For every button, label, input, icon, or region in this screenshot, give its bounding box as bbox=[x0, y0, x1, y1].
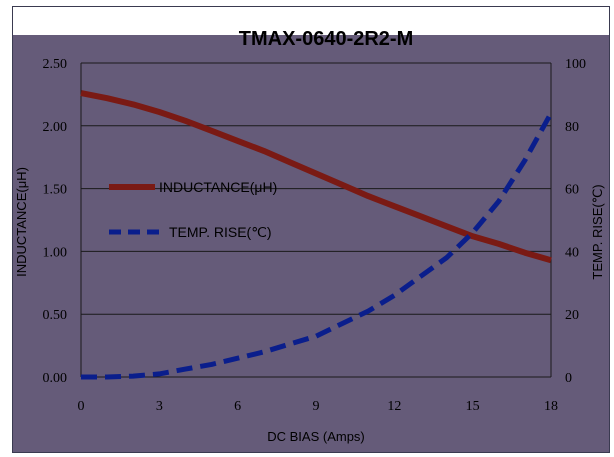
legend-label-temp-rise: TEMP. RISE(℃) bbox=[169, 224, 272, 240]
x-axis-title: DC BIAS (Amps) bbox=[267, 429, 365, 444]
series-layer bbox=[80, 90, 554, 380]
y-tick-label-5: 2.50 bbox=[43, 57, 68, 72]
y2-axis-title: TEMP. RISE(℃) bbox=[590, 184, 605, 279]
y-tick-label-4: 2.00 bbox=[43, 120, 68, 135]
y-tick-label-3: 1.50 bbox=[43, 183, 68, 198]
x-tick-label-5: 15 bbox=[466, 399, 480, 414]
y2-tick-label-5: 100 bbox=[565, 57, 586, 72]
x-tick-label-3: 9 bbox=[313, 399, 320, 414]
y2-tick-label-1: 20 bbox=[565, 308, 579, 323]
x-tick-label-1: 3 bbox=[156, 399, 163, 414]
grid bbox=[80, 62, 552, 378]
tick-labels: 0.00 0.50 1.00 1.50 2.00 2.50 0 20 40 60 80 100 0 3 6 9… bbox=[43, 57, 587, 414]
legend: INDUCTANCE(μH) TEMP. RISE(℃) bbox=[109, 179, 277, 240]
y-tick-label-2: 1.00 bbox=[43, 245, 68, 260]
series-line-0 bbox=[80, 90, 552, 264]
chart-frame: 0.00 0.50 1.00 1.50 2.00 2.50 0 20 40 60 80 100 0 3 6 9… bbox=[12, 6, 610, 453]
x-tick-label-2: 6 bbox=[234, 399, 241, 414]
y2-tick-label-3: 60 bbox=[565, 183, 579, 198]
x-tick-label-4: 12 bbox=[387, 399, 401, 414]
y-tick-label-1: 0.50 bbox=[43, 308, 68, 323]
series-line-1 bbox=[81, 111, 554, 380]
y2-tick-label-4: 80 bbox=[565, 120, 579, 135]
plot-background bbox=[13, 35, 609, 452]
y-tick-label-0: 0.00 bbox=[43, 371, 68, 386]
x-tick-label-0: 0 bbox=[78, 399, 85, 414]
legend-label-inductance: INDUCTANCE(μH) bbox=[159, 179, 277, 195]
title-band bbox=[13, 7, 609, 35]
y2-tick-label-0: 0 bbox=[565, 371, 572, 386]
y2-tick-label-2: 40 bbox=[565, 245, 579, 260]
chart: 0.00 0.50 1.00 1.50 2.00 2.50 0 20 40 60 80 100 0 3 6 9… bbox=[13, 7, 609, 452]
chart-title: TMAX-0640-2R2-M bbox=[239, 28, 413, 50]
y-axis-title: INDUCTANCE(μH) bbox=[14, 167, 29, 277]
x-tick-label-6: 18 bbox=[544, 399, 558, 414]
